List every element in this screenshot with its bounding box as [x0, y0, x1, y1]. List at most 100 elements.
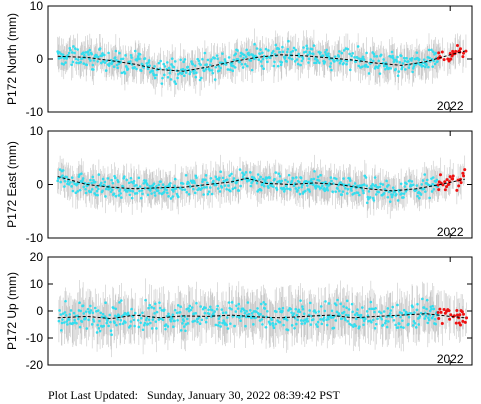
data-point	[340, 317, 344, 320]
data-point	[100, 181, 103, 185]
data-point	[286, 180, 290, 184]
data-point	[225, 178, 229, 182]
y-tick-label: -10	[26, 331, 44, 345]
data-point	[155, 327, 158, 330]
data-point	[340, 193, 344, 196]
data-point	[354, 60, 358, 63]
data-point	[169, 197, 173, 200]
data-point	[116, 66, 119, 70]
data-point	[283, 57, 287, 60]
data-point	[176, 195, 180, 199]
data-point	[389, 67, 393, 70]
y-tick-label: 10	[30, 0, 44, 13]
data-point	[201, 180, 204, 183]
data-point	[147, 318, 151, 321]
data-point	[353, 192, 356, 195]
recent-data-point	[442, 307, 446, 311]
data-point	[346, 319, 350, 323]
data-point	[191, 62, 195, 66]
data-point	[402, 308, 406, 312]
data-point	[355, 317, 358, 321]
data-point	[384, 319, 388, 323]
recent-data-point	[437, 188, 441, 192]
data-point	[75, 61, 78, 65]
data-point	[100, 61, 103, 65]
data-point	[61, 169, 65, 172]
data-point	[89, 304, 92, 308]
data-point	[421, 297, 424, 301]
data-point	[273, 177, 276, 181]
data-point	[127, 181, 131, 185]
data-point	[299, 176, 303, 180]
data-point	[61, 53, 65, 57]
data-point	[124, 54, 127, 57]
data-point	[367, 72, 371, 75]
data-point	[338, 189, 341, 193]
data-point	[396, 199, 400, 202]
data-point	[70, 185, 73, 188]
data-point	[181, 188, 184, 191]
data-point	[139, 321, 142, 325]
data-point	[259, 48, 262, 51]
data-point	[215, 307, 219, 311]
data-point	[232, 58, 236, 62]
data-point	[384, 61, 388, 65]
data-point	[172, 325, 175, 329]
recent-data-point	[443, 180, 447, 184]
data-point	[262, 184, 266, 188]
data-point	[182, 319, 185, 323]
data-point	[167, 312, 170, 316]
data-point	[107, 64, 111, 67]
data-point	[215, 183, 218, 187]
data-point	[97, 327, 101, 330]
data-point	[307, 313, 311, 317]
data-point	[335, 303, 338, 307]
data-point	[159, 59, 162, 63]
data-point	[176, 304, 180, 307]
data-point	[173, 60, 177, 63]
recent-data-point	[462, 51, 466, 55]
data-point	[256, 173, 260, 176]
data-point	[168, 184, 172, 188]
data-point	[285, 60, 288, 63]
data-point	[166, 61, 169, 64]
data-point	[361, 189, 365, 192]
data-point	[353, 182, 357, 185]
data-point	[110, 333, 113, 337]
data-point	[353, 56, 356, 59]
data-point	[153, 65, 156, 68]
data-point	[420, 183, 424, 186]
data-point	[173, 308, 177, 312]
data-point	[116, 318, 119, 321]
data-point	[418, 314, 422, 318]
data-point	[109, 329, 113, 333]
data-point	[250, 311, 254, 315]
data-point	[278, 307, 281, 311]
data-point	[435, 178, 439, 182]
data-point	[85, 63, 89, 67]
data-point	[118, 188, 122, 191]
data-point	[413, 321, 417, 325]
data-point	[226, 68, 230, 71]
data-point	[249, 184, 253, 188]
data-point	[93, 180, 97, 184]
data-point	[129, 176, 133, 180]
data-point	[214, 175, 218, 179]
data-point	[315, 61, 318, 65]
data-point	[368, 307, 371, 311]
data-point	[291, 49, 295, 53]
data-point	[402, 56, 406, 60]
data-point	[378, 72, 382, 75]
data-point	[216, 57, 219, 61]
data-point	[371, 196, 375, 200]
data-point	[157, 61, 161, 65]
data-point	[153, 191, 156, 194]
data-point	[209, 186, 212, 189]
data-point	[211, 71, 215, 75]
data-point	[350, 54, 353, 58]
data-point	[145, 316, 149, 320]
data-point	[225, 187, 228, 191]
data-point	[237, 302, 241, 306]
data-point	[149, 321, 152, 325]
data-point	[82, 185, 86, 189]
